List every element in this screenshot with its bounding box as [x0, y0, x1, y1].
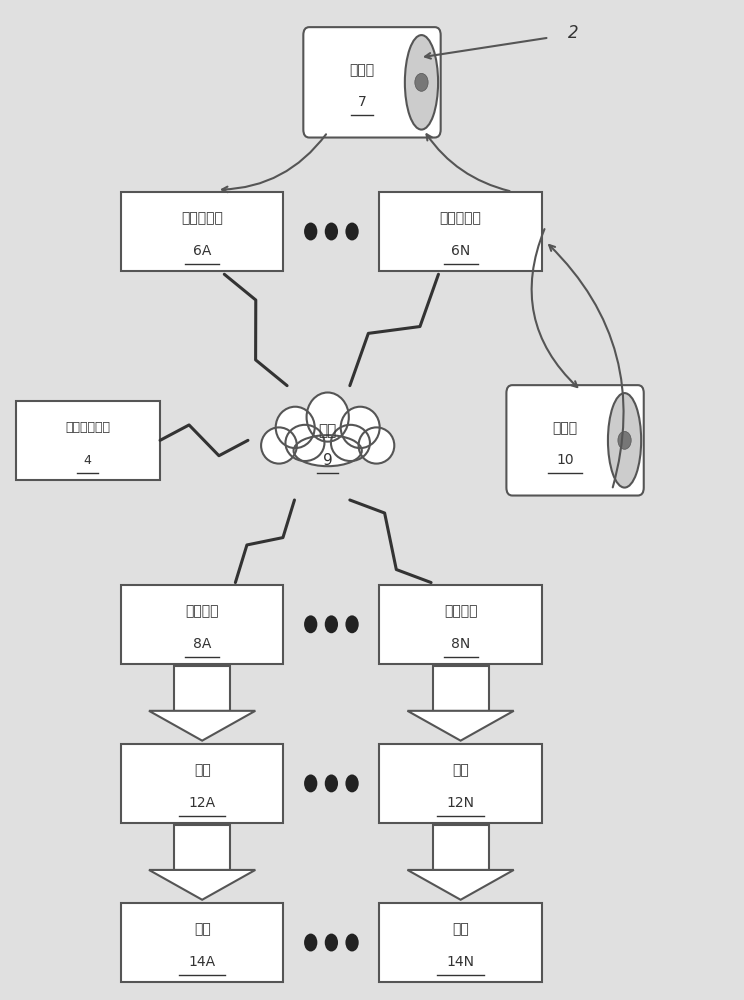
FancyBboxPatch shape — [507, 385, 644, 496]
Text: 转换控制系统: 转换控制系统 — [65, 421, 110, 434]
Text: 幅材制造厂: 幅材制造厂 — [182, 212, 223, 226]
Text: 网络: 网络 — [318, 423, 337, 438]
Text: 幅材卷: 幅材卷 — [553, 421, 577, 435]
Circle shape — [345, 934, 359, 951]
Circle shape — [304, 615, 318, 633]
Text: 12A: 12A — [188, 796, 216, 810]
Circle shape — [324, 934, 338, 951]
Ellipse shape — [294, 435, 362, 466]
Text: 客户: 客户 — [193, 923, 211, 937]
FancyBboxPatch shape — [174, 666, 230, 711]
FancyBboxPatch shape — [121, 903, 283, 982]
Polygon shape — [149, 870, 255, 900]
Ellipse shape — [286, 425, 324, 461]
Ellipse shape — [359, 427, 394, 464]
Text: 转换位点: 转换位点 — [444, 604, 478, 618]
FancyBboxPatch shape — [174, 825, 230, 870]
Circle shape — [324, 615, 338, 633]
Text: 9: 9 — [323, 453, 333, 468]
FancyBboxPatch shape — [379, 585, 542, 664]
Circle shape — [304, 774, 318, 792]
Text: 8A: 8A — [193, 637, 211, 651]
Ellipse shape — [307, 393, 349, 442]
Text: 10: 10 — [557, 453, 574, 467]
Ellipse shape — [261, 427, 297, 464]
Text: 8N: 8N — [451, 637, 470, 651]
Polygon shape — [408, 870, 514, 900]
Text: 客户: 客户 — [452, 923, 469, 937]
Text: 14A: 14A — [188, 955, 216, 969]
FancyBboxPatch shape — [16, 401, 160, 480]
Polygon shape — [149, 711, 255, 741]
FancyBboxPatch shape — [121, 585, 283, 664]
Ellipse shape — [341, 407, 379, 448]
FancyBboxPatch shape — [432, 666, 489, 711]
Text: 7: 7 — [358, 95, 366, 109]
FancyBboxPatch shape — [432, 825, 489, 870]
Circle shape — [304, 934, 318, 951]
Circle shape — [324, 774, 338, 792]
Polygon shape — [408, 711, 514, 741]
Circle shape — [415, 73, 428, 91]
Circle shape — [345, 223, 359, 240]
Circle shape — [345, 615, 359, 633]
Ellipse shape — [331, 425, 370, 461]
FancyBboxPatch shape — [121, 192, 283, 271]
Ellipse shape — [608, 393, 641, 488]
Text: 幅材卷: 幅材卷 — [350, 63, 374, 77]
Circle shape — [324, 223, 338, 240]
Circle shape — [618, 431, 631, 449]
FancyBboxPatch shape — [121, 744, 283, 823]
Circle shape — [304, 223, 318, 240]
Text: 产品: 产品 — [452, 763, 469, 777]
Ellipse shape — [276, 407, 315, 448]
FancyBboxPatch shape — [379, 903, 542, 982]
Text: 12N: 12N — [446, 796, 475, 810]
FancyBboxPatch shape — [304, 27, 440, 138]
Text: 产品: 产品 — [193, 763, 211, 777]
Text: 6N: 6N — [451, 244, 470, 258]
FancyBboxPatch shape — [379, 744, 542, 823]
Text: 幅材制造厂: 幅材制造厂 — [440, 212, 481, 226]
FancyBboxPatch shape — [379, 192, 542, 271]
Text: 14N: 14N — [446, 955, 475, 969]
Ellipse shape — [405, 35, 438, 130]
Circle shape — [345, 774, 359, 792]
Text: 2: 2 — [568, 24, 578, 42]
Text: 转换位点: 转换位点 — [185, 604, 219, 618]
Text: 4: 4 — [84, 454, 92, 467]
Text: 6A: 6A — [193, 244, 211, 258]
